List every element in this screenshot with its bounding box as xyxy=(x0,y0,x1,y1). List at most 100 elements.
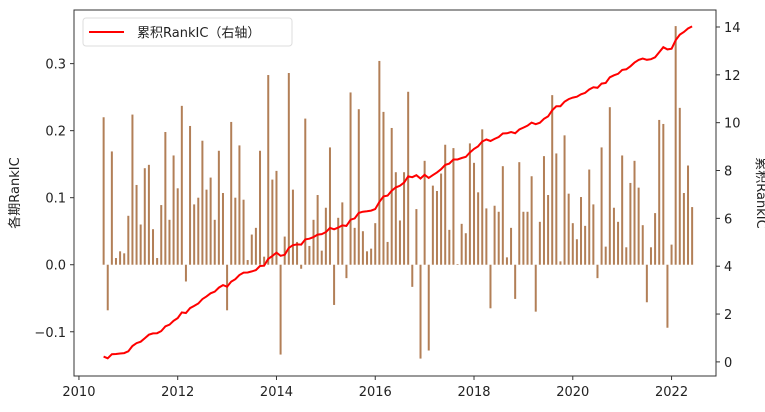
bar xyxy=(526,211,529,265)
bar xyxy=(518,162,521,265)
bar xyxy=(645,264,648,303)
y-left-tick-label: 0.3 xyxy=(45,58,66,73)
bar xyxy=(131,114,134,265)
bar xyxy=(180,105,183,265)
bar-series xyxy=(102,26,694,359)
legend-box xyxy=(82,17,293,47)
bar xyxy=(691,207,694,265)
bar xyxy=(542,156,545,265)
bar xyxy=(172,155,175,265)
bar xyxy=(398,220,401,265)
bar xyxy=(316,195,319,265)
x-tick-label: 2018 xyxy=(457,385,490,400)
bar xyxy=(197,197,200,265)
bar xyxy=(662,123,665,265)
bar xyxy=(493,205,496,265)
bar xyxy=(147,164,150,265)
bar xyxy=(448,229,451,265)
bar xyxy=(485,208,488,265)
bar xyxy=(477,192,480,265)
bar xyxy=(291,189,294,265)
bar xyxy=(263,256,266,265)
bar xyxy=(427,264,430,351)
bar xyxy=(300,264,303,269)
line-series xyxy=(103,25,693,360)
bar xyxy=(682,193,685,265)
bar xyxy=(604,246,607,265)
y-axis-right-label: 累积RankIC xyxy=(753,157,765,228)
bar xyxy=(600,147,603,265)
bar xyxy=(592,204,595,265)
bar xyxy=(308,245,311,265)
bar xyxy=(156,258,159,265)
bar xyxy=(489,264,492,309)
y-right-tick-label: 12 xyxy=(724,69,741,84)
bar xyxy=(460,223,463,265)
bar xyxy=(238,145,241,265)
bar xyxy=(106,264,109,311)
bar xyxy=(473,162,476,265)
bar xyxy=(287,73,290,265)
bar xyxy=(176,188,179,265)
bar xyxy=(547,195,550,265)
bar xyxy=(678,107,681,265)
y-right-tick-label: 0 xyxy=(724,356,732,371)
bar xyxy=(670,244,673,265)
bar xyxy=(440,173,443,265)
plot-frame xyxy=(73,9,717,377)
bar xyxy=(625,247,628,265)
bar xyxy=(522,211,525,265)
x-tick-label: 2012 xyxy=(161,385,194,400)
bar xyxy=(345,264,348,279)
bar xyxy=(419,264,422,359)
bar xyxy=(184,264,187,282)
bar xyxy=(641,225,644,265)
x-tick-label: 2014 xyxy=(260,385,293,400)
bar xyxy=(666,264,669,328)
bar xyxy=(259,150,262,265)
bar xyxy=(221,193,224,265)
bar xyxy=(234,197,237,265)
bar xyxy=(563,135,566,265)
bar xyxy=(213,219,216,265)
bar xyxy=(320,250,323,265)
bar xyxy=(139,224,142,265)
y-left-tick-label: 0.1 xyxy=(45,192,66,207)
bar xyxy=(160,205,163,265)
bar xyxy=(135,184,138,265)
bar xyxy=(312,219,315,265)
bar xyxy=(468,143,471,265)
bar xyxy=(571,223,574,265)
bar xyxy=(114,258,117,265)
bar xyxy=(164,132,167,265)
bar xyxy=(304,118,307,265)
bar xyxy=(481,129,484,265)
bar xyxy=(110,151,113,265)
y-right-tick-label: 6 xyxy=(724,212,732,227)
y-left-tick-label: −0.1 xyxy=(34,326,66,341)
bar xyxy=(580,197,583,265)
bar xyxy=(193,204,196,265)
bar xyxy=(246,260,249,265)
bar xyxy=(538,221,541,265)
bar xyxy=(333,264,336,305)
bar xyxy=(534,264,537,312)
bar xyxy=(205,189,208,265)
y-right-tick-label: 14 xyxy=(724,21,741,36)
bar xyxy=(349,92,352,265)
bar xyxy=(386,241,389,265)
bar xyxy=(588,169,591,265)
bar xyxy=(353,227,356,265)
bar xyxy=(555,153,558,265)
bar xyxy=(370,248,373,265)
bar xyxy=(361,231,364,265)
bar xyxy=(341,202,344,265)
x-tick-label: 2020 xyxy=(556,385,589,400)
bar xyxy=(403,172,406,265)
bar xyxy=(374,223,377,265)
y-right-tick-label: 2 xyxy=(724,308,732,323)
bar xyxy=(649,247,652,265)
bar xyxy=(464,233,467,265)
bar xyxy=(510,227,513,265)
bar xyxy=(189,125,192,265)
